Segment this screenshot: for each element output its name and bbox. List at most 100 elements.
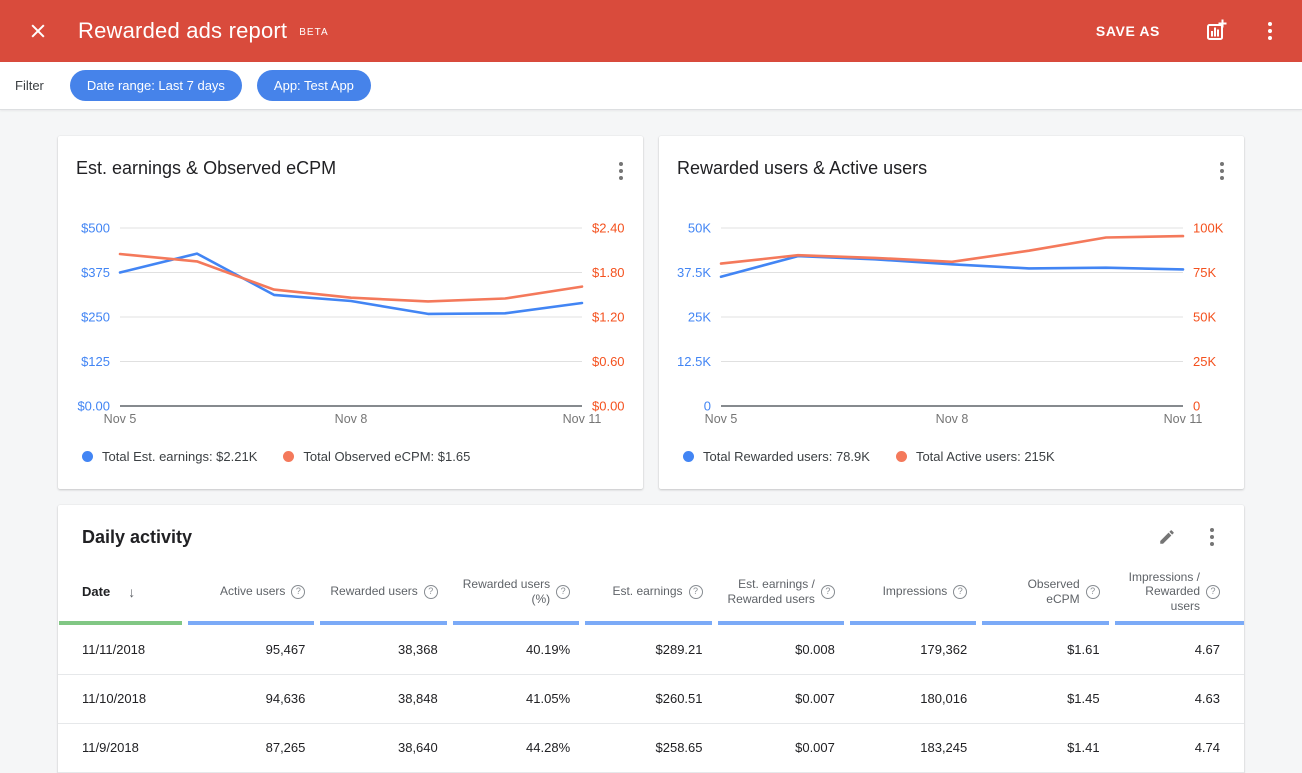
filter-bar: Filter Date range: Last 7 days App: Test… [0, 62, 1302, 110]
table-cell: $260.51 [582, 674, 715, 724]
add-chart-icon [1204, 19, 1228, 43]
help-icon[interactable]: ? [688, 584, 703, 599]
column-header-label: Rewarded users [330, 584, 418, 599]
column-header-label: Date [82, 583, 111, 599]
x-axis-tick-label: Nov 8 [936, 412, 969, 426]
right-axis-tick-label: $0.60 [592, 354, 625, 369]
table-cell: 183,245 [846, 723, 980, 773]
series-line-active-users [719, 234, 1185, 265]
filter-label: Filter [15, 78, 44, 93]
table-cell: $0.008 [714, 625, 847, 675]
date-range-chip[interactable]: Date range: Last 7 days [69, 70, 242, 101]
daily-activity-card: Daily activity Date ↓ Active users? Rewarde… [58, 505, 1244, 773]
column-underline-bar [982, 621, 1109, 626]
legend-dot-icon [283, 451, 295, 462]
table-cell: 95,467 [185, 625, 318, 675]
column-underline-bar [188, 621, 315, 626]
table-row: 11/9/2018 87,265 38,640 44.28% $258.65 $0.007… [58, 723, 1244, 773]
left-axis-tick-label: $0.00 [77, 399, 110, 414]
column-header-label: Observed eCPM [1027, 577, 1080, 606]
legend-item: Total Est. earnings: $2.21K [82, 449, 257, 464]
column-header-label: Active users [220, 584, 286, 599]
column-header-label: Est. earnings / Rewarded users [727, 577, 815, 606]
right-axis-tick-label: $1.80 [592, 265, 625, 280]
column-header-label: Rewarded users (%) [462, 577, 551, 606]
column-underline-bar [849, 621, 977, 626]
table-cell: 11/9/2018 [58, 723, 185, 773]
right-axis-tick-label: $2.40 [592, 221, 625, 236]
column-header-label: Est. earnings [612, 584, 683, 599]
left-axis-tick-label: 25K [688, 310, 711, 325]
table-cell: $0.007 [714, 723, 847, 773]
app-filter-chip[interactable]: App: Test App [256, 70, 371, 101]
table-cell: 94,636 [185, 674, 318, 724]
right-axis-tick-label: 25K [1193, 354, 1216, 369]
help-icon[interactable]: ? [953, 584, 968, 599]
table-cell: $1.61 [979, 625, 1112, 675]
add-chart-button[interactable] [1200, 15, 1232, 47]
save-as-button[interactable]: SAVE AS [1095, 23, 1160, 39]
chart-legend: Total Est. earnings: $2.21K Total Observe… [58, 449, 643, 464]
column-header-rewarded-users[interactable]: Rewarded users? [317, 564, 449, 626]
table-more-button[interactable] [1206, 524, 1218, 550]
left-axis-tick-label: 50K [688, 221, 711, 236]
left-axis-tick-label: 37.5K [677, 265, 711, 280]
app-bar-more-button[interactable] [1264, 18, 1276, 44]
chart-more-button[interactable] [1216, 158, 1228, 184]
table-cell: 87,265 [185, 723, 318, 773]
column-header-impressions-rewarded-users[interactable]: Impressions / Rewarded users? [1112, 564, 1244, 626]
left-axis-tick-label: $500 [81, 221, 110, 236]
column-header-rewarded-users-[interactable]: Rewarded users (%)? [450, 564, 582, 626]
legend-item: Total Observed eCPM: $1.65 [283, 449, 470, 464]
legend-item: Total Active users: 215K [895, 449, 1055, 464]
close-button[interactable] [24, 17, 52, 45]
chart-legend: Total Rewarded users: 78.9K Total Active … [659, 449, 1244, 464]
series-line-rewarded-users [719, 254, 1185, 279]
right-axis-tick-label: 50K [1193, 310, 1216, 325]
table-cell: 4.63 [1111, 674, 1244, 724]
table-cell: $258.65 [582, 723, 715, 773]
x-axis-tick-label: Nov 5 [104, 412, 137, 426]
table-row: 11/11/2018 95,467 38,368 40.19% $289.21 $0.00… [58, 625, 1244, 675]
series-line-est-earnings [118, 252, 584, 316]
legend-dot-icon [82, 451, 93, 462]
column-header-date[interactable]: Date ↓ [58, 564, 185, 626]
table-cell: 4.74 [1111, 723, 1244, 773]
column-header-impressions[interactable]: Impressions? [847, 564, 979, 626]
table-cell: $289.21 [582, 625, 715, 675]
left-axis-tick-label: $125 [81, 354, 110, 369]
table-body: 11/11/2018 95,467 38,368 40.19% $289.21 $0.00… [58, 625, 1244, 773]
legend-label: Total Rewarded users: 78.9K [703, 449, 870, 464]
table-cell: 179,362 [846, 625, 980, 675]
right-axis-tick-label: 0 [1193, 399, 1200, 414]
page-title: Rewarded ads report [78, 18, 288, 43]
chart-card-rewarded-active-users: Rewarded users & Active users 50K 100K 37.… [659, 136, 1244, 489]
table-cell: 38,368 [317, 625, 450, 675]
help-icon[interactable]: ? [556, 584, 571, 599]
column-header-est-earnings[interactable]: Est. earnings? [582, 564, 714, 626]
column-header-observed-ecpm[interactable]: Observed eCPM? [979, 564, 1111, 626]
help-icon[interactable]: ? [291, 584, 306, 599]
help-icon[interactable]: ? [820, 584, 835, 599]
left-axis-tick-label: $250 [81, 310, 110, 325]
column-underline-bar [1114, 621, 1244, 626]
edit-table-button[interactable] [1154, 524, 1180, 550]
table-cell: 41.05% [449, 674, 583, 724]
right-axis-tick-label: 100K [1193, 221, 1224, 236]
report-content: Est. earnings & Observed eCPM $500 $2.40 $… [0, 110, 1302, 773]
legend-dot-icon [683, 451, 694, 462]
column-header-label: Impressions [882, 584, 948, 599]
column-header-est-earnings-rewarded-users[interactable]: Est. earnings / Rewarded users? [715, 564, 847, 626]
column-underline-bar [452, 621, 580, 626]
pencil-icon [1158, 528, 1176, 546]
kebab-menu-icon [1210, 528, 1214, 546]
help-icon[interactable]: ? [423, 584, 438, 599]
help-icon[interactable]: ? [1085, 584, 1100, 599]
kebab-menu-icon [619, 162, 623, 180]
table-cell: $0.007 [714, 674, 847, 724]
help-icon[interactable]: ? [1206, 584, 1220, 599]
table-title: Daily activity [82, 526, 193, 547]
chart-more-button[interactable] [615, 158, 627, 184]
right-axis-tick-label: 75K [1193, 265, 1216, 280]
column-header-active-users[interactable]: Active users? [185, 564, 317, 626]
